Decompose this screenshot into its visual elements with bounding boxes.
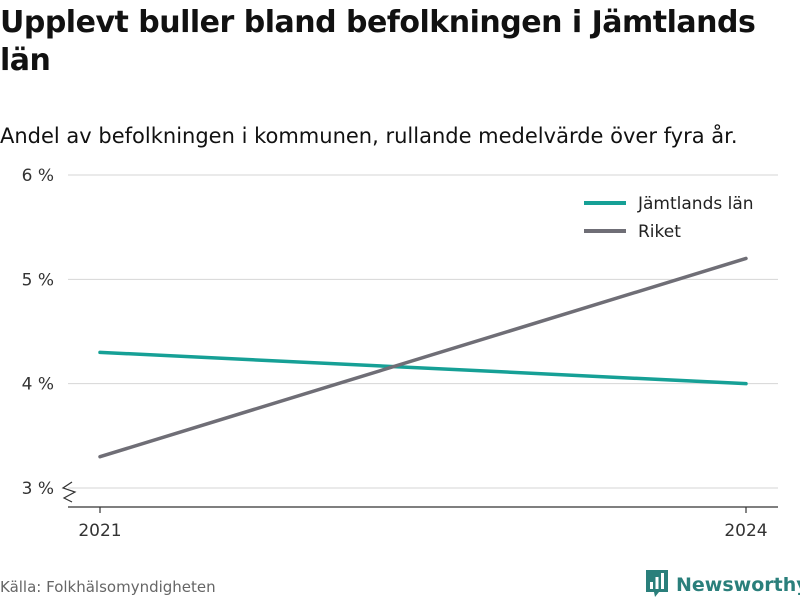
y-tick-label: 5 % [22, 270, 54, 290]
legend-label: Riket [638, 222, 681, 242]
series-line-riket [98, 256, 748, 459]
x-tick-label: 2021 [78, 521, 121, 541]
y-tick-label: 4 % [22, 375, 54, 395]
bar-chart-logo-icon [644, 568, 670, 602]
chart-title: Upplevt buller bland befolkningen i Jämt… [0, 5, 756, 78]
y-tick-label: 6 % [22, 166, 54, 186]
series-line-j-mtlands-l-n [98, 350, 748, 386]
source-note: Källa: Folkhälsomyndigheten [0, 578, 216, 596]
gridlines [68, 174, 778, 489]
x-tick-label: 2024 [724, 521, 767, 541]
axis-break-icon [61, 481, 77, 503]
legend: Jämtlands län Riket [584, 194, 754, 242]
axes: 3 % 4 % 5 % 6 % 2021 2024 [22, 166, 778, 541]
y-tick-label: 3 % [22, 479, 54, 499]
series-lines [98, 256, 748, 459]
legend-label: Jämtlands län [637, 194, 754, 214]
brand-logo: Newsworthy [644, 570, 800, 600]
chart-subtitle: Andel av befolkningen i kommunen, rullan… [0, 124, 738, 148]
brand-name: Newsworthy [676, 574, 800, 596]
